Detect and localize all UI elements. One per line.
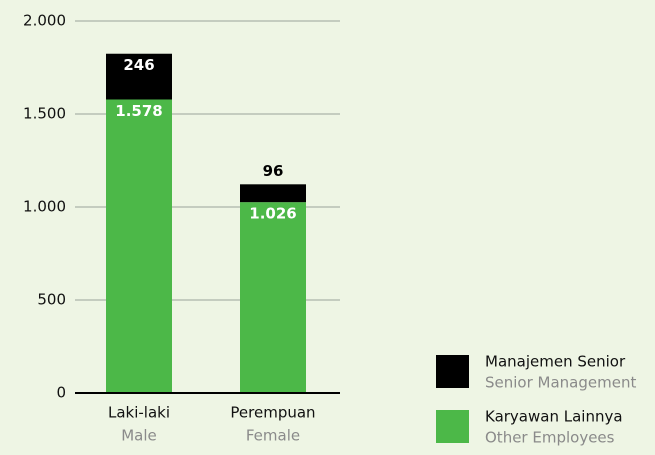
x-tick-sublabel: Female xyxy=(246,427,300,445)
x-tick-label: Perempuan xyxy=(230,404,315,422)
legend-label: Karyawan Lainnya xyxy=(485,408,623,426)
legend-label: Manajemen Senior xyxy=(485,353,626,371)
data-label: 1.578 xyxy=(115,102,162,120)
bar-segment xyxy=(240,202,306,393)
bar-segment xyxy=(106,99,172,393)
y-tick-label: 500 xyxy=(37,291,66,309)
bar-segment xyxy=(240,184,306,203)
bar-segment xyxy=(106,53,172,100)
x-tick-label: Laki-laki xyxy=(108,404,170,422)
x-tick-sublabel: Male xyxy=(121,427,157,445)
y-tick-label: 1.000 xyxy=(23,198,66,216)
data-label: 96 xyxy=(263,162,284,180)
y-tick-label: 1.500 xyxy=(23,105,66,123)
legend-swatch xyxy=(436,355,469,388)
data-label: 1.026 xyxy=(249,205,296,223)
legend-sublabel: Other Employees xyxy=(485,429,615,447)
y-tick-label: 2.000 xyxy=(23,12,66,30)
legend-swatch xyxy=(436,410,469,443)
y-tick-label: 0 xyxy=(56,384,66,402)
legend-sublabel: Senior Management xyxy=(485,374,636,392)
data-label: 246 xyxy=(123,56,154,74)
